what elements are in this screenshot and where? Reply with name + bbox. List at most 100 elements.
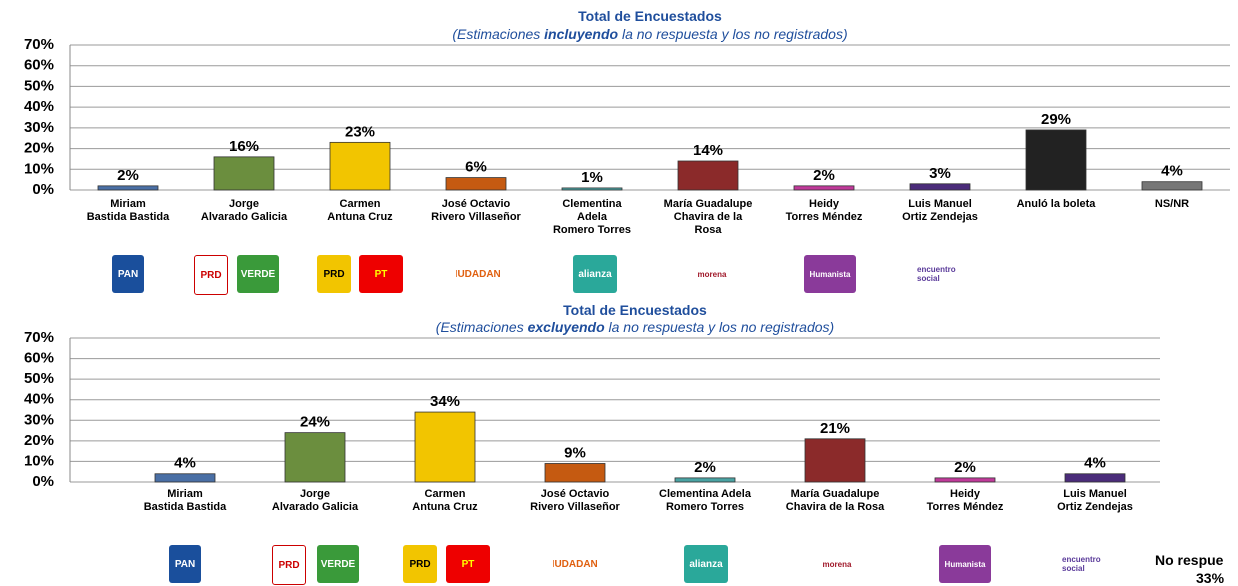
party-logo: encuentro social bbox=[1062, 545, 1118, 583]
party-logo: PAN bbox=[169, 545, 201, 583]
x-tick-label: NS/NR bbox=[1154, 198, 1190, 210]
value-label: 2% bbox=[694, 459, 716, 476]
x-tick-label: Heidy Torres Méndez bbox=[926, 488, 1004, 513]
y-tick-label: 70% bbox=[24, 329, 54, 346]
party-logo: PT bbox=[359, 255, 403, 293]
y-tick-label: 20% bbox=[24, 432, 54, 449]
bar bbox=[544, 463, 606, 483]
party-logo: PAN bbox=[112, 255, 144, 293]
party-logo: encuentro social bbox=[917, 255, 973, 293]
party-logo: Humanista bbox=[804, 255, 856, 293]
y-tick-label: 60% bbox=[24, 350, 54, 367]
bar bbox=[674, 477, 736, 483]
y-tick-label: 10% bbox=[24, 160, 54, 177]
subtitle-part: la no respuesta y los no registrados) bbox=[618, 26, 848, 42]
x-tick-label: Luis Manuel Ortiz Zendejas bbox=[902, 198, 978, 223]
bar bbox=[677, 160, 739, 191]
y-tick-label: 50% bbox=[24, 370, 54, 387]
bar bbox=[1141, 181, 1203, 191]
x-tick-label: José Octavio Rivero Villaseñor bbox=[530, 488, 620, 513]
x-tick-label: Carmen Antuna Cruz bbox=[412, 488, 478, 513]
bar bbox=[284, 432, 346, 483]
x-tick-label: Jorge Alvarado Galicia bbox=[271, 488, 359, 513]
x-tick-label: Carmen Antuna Cruz bbox=[327, 198, 393, 223]
bar bbox=[154, 473, 216, 483]
party-logo: morena bbox=[807, 545, 867, 583]
x-tick-label: Luis Manuel Ortiz Zendejas bbox=[1057, 488, 1133, 513]
bar bbox=[213, 156, 275, 191]
bar bbox=[329, 141, 391, 191]
y-tick-label: 60% bbox=[24, 57, 54, 74]
party-logo: PRD bbox=[272, 545, 306, 585]
value-label: 23% bbox=[345, 123, 375, 140]
x-tick-label: Heidy Torres Méndez bbox=[785, 198, 863, 223]
x-tick-label: Clementina Adela Romero Torres bbox=[552, 198, 632, 236]
value-label: 2% bbox=[954, 459, 976, 476]
y-tick-label: 20% bbox=[24, 140, 54, 157]
party-logo: CIUDADANO bbox=[553, 545, 597, 583]
value-label: 4% bbox=[174, 455, 196, 472]
bar bbox=[909, 183, 971, 191]
y-tick-label: 30% bbox=[24, 119, 54, 136]
value-label: 4% bbox=[1084, 455, 1106, 472]
party-logo: PRD bbox=[194, 255, 228, 295]
party-logo: VERDE bbox=[237, 255, 279, 293]
bar bbox=[414, 411, 476, 483]
party-logo: alianza bbox=[684, 545, 728, 583]
y-tick-label: 50% bbox=[24, 77, 54, 94]
value-label: 34% bbox=[430, 393, 460, 410]
party-logo: PRD bbox=[403, 545, 437, 583]
y-tick-label: 70% bbox=[24, 36, 54, 53]
chart-title: Total de Encuestados bbox=[563, 302, 707, 318]
subtitle-part: (Estimaciones bbox=[435, 319, 528, 335]
value-label: 14% bbox=[693, 142, 723, 159]
bar bbox=[561, 187, 623, 191]
y-tick-label: 30% bbox=[24, 411, 54, 428]
value-label: 24% bbox=[300, 414, 330, 431]
subtitle-part: (Estimaciones bbox=[452, 26, 545, 42]
party-logo: CIUDADANO bbox=[456, 255, 500, 293]
y-tick-label: 10% bbox=[24, 452, 54, 469]
annotation: 33% bbox=[1196, 570, 1225, 586]
x-tick-label: María Guadalupe Chavira de la Rosa bbox=[663, 198, 753, 236]
chart-subtitle: (Estimaciones incluyendo la no respuesta… bbox=[452, 26, 847, 42]
party-logo: alianza bbox=[573, 255, 617, 293]
x-tick-label: María Guadalupe Chavira de la Rosa bbox=[785, 488, 885, 513]
x-tick-label: Clementina Adela Romero Torres bbox=[659, 488, 751, 513]
party-logo: Humanista bbox=[939, 545, 991, 583]
value-label: 9% bbox=[564, 444, 586, 461]
subtitle-part: incluyendo bbox=[544, 26, 619, 42]
x-tick-label: Miriam Bastida Bastida bbox=[86, 198, 170, 223]
x-tick-label: José Octavio Rivero Villaseñor bbox=[431, 198, 521, 223]
bar bbox=[1064, 473, 1126, 483]
bar bbox=[934, 477, 996, 483]
chart-title: Total de Encuestados bbox=[578, 8, 722, 24]
x-tick-label: Jorge Alvarado Galicia bbox=[200, 198, 288, 223]
value-label: 3% bbox=[929, 165, 951, 182]
subtitle-part: excluyendo bbox=[527, 319, 605, 335]
bar bbox=[793, 185, 855, 191]
y-tick-label: 0% bbox=[32, 473, 54, 490]
value-label: 2% bbox=[813, 167, 835, 184]
value-label: 1% bbox=[581, 169, 603, 186]
value-label: 16% bbox=[229, 138, 259, 155]
value-label: 2% bbox=[117, 167, 139, 184]
chart-subtitle: (Estimaciones excluyendo la no respuesta… bbox=[436, 319, 834, 335]
subtitle-part: la no respuesta y los no registrados) bbox=[604, 319, 835, 335]
value-label: 6% bbox=[465, 159, 487, 176]
value-label: 4% bbox=[1161, 163, 1183, 180]
party-logo: PT bbox=[446, 545, 490, 583]
y-tick-label: 0% bbox=[32, 181, 54, 198]
value-label: 21% bbox=[820, 420, 850, 437]
y-tick-label: 40% bbox=[24, 98, 54, 115]
party-logo: morena bbox=[682, 255, 742, 293]
bar bbox=[97, 185, 159, 191]
x-tick-label: Miriam Bastida Bastida bbox=[143, 488, 227, 513]
bar bbox=[445, 177, 507, 191]
x-tick-label: Anuló la boleta bbox=[1016, 198, 1096, 210]
party-logo: PRD bbox=[317, 255, 351, 293]
y-tick-label: 40% bbox=[24, 391, 54, 408]
bar bbox=[804, 438, 866, 483]
